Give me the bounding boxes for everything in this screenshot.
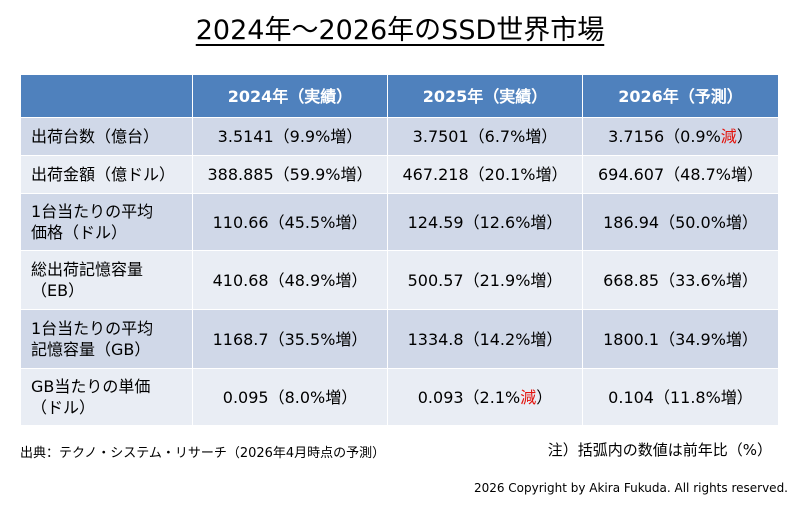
table-header-2024: 2024年（実績） [192,74,388,118]
table-cell: 1800.1（34.9%増） [582,309,779,369]
table-cell: 110.66（45.5%増） [192,193,388,251]
table-header-blank [20,74,193,118]
cell-text-tail: ） [736,127,753,146]
row-label: GB当たりの単価 （ドル） [20,368,193,426]
table-header-2025: 2025年（実績） [387,74,583,118]
row-label-line: 総出荷記憶容量 [31,260,144,279]
row-label: 1台当たりの平均 価格（ドル） [20,193,193,251]
table-cell: 388.885（59.9%増） [192,155,388,194]
page-title: 2024年～2026年のSSD世界市場 [0,14,800,48]
table-cell: 410.68（48.9%増） [192,250,388,310]
row-label-line: 1台当たりの平均 [31,202,154,221]
page-title-text: 2024年～2026年のSSD世界市場 [195,15,605,46]
table-cell: 124.59（12.6%増） [387,193,583,251]
table-cell: 668.85（33.6%増） [582,250,779,310]
row-label-line: GB当たりの単価 [31,377,151,396]
row-label-line: 出荷台数（億台） [31,127,160,146]
table-row-average-price: 1台当たりの平均 価格（ドル） 110.66（45.5%増） 124.59（12… [20,193,779,251]
table-row-average-capacity: 1台当たりの平均 記憶容量（GB） 1168.7（35.5%増） 1334.8（… [20,309,779,369]
row-label-line: 記憶容量（GB） [31,340,151,359]
row-label: 1台当たりの平均 記憶容量（GB） [20,309,193,369]
table-cell: 3.5141（9.9%増） [192,117,388,156]
table-cell: 3.7156（0.9%減） [582,117,779,156]
table-cell: 500.57（21.9%増） [387,250,583,310]
table-cell: 186.94（50.0%増） [582,193,779,251]
cell-text: 0.093（2.1% [417,387,521,407]
table-cell: 1168.7（35.5%増） [192,309,388,369]
cell-text: 3.7156（0.9% [608,127,721,146]
table-header-2026: 2026年（予測） [582,74,779,118]
row-label-line: 価格（ドル） [31,223,128,242]
table-row-shipment-value: 出荷金額（億ドル） 388.885（59.9%増） 467.218（20.1%増… [20,155,779,194]
row-label-line: 1台当たりの平均 [31,319,154,338]
table-row-price-per-gb: GB当たりの単価 （ドル） 0.095（8.0%増） 0.093（2.1%減） … [20,368,779,426]
decrease-marker: 減 [720,127,737,146]
row-label-line: （ドル） [31,398,96,417]
cell-text-tail: ） [536,387,553,407]
table-row-total-capacity: 総出荷記憶容量 （EB） 410.68（48.9%増） 500.57（21.9%… [20,250,779,310]
ssd-market-table: 2024年（実績） 2025年（実績） 2026年（予測） 出荷台数（億台） 3… [20,74,779,426]
footnote: 注）括弧内の数値は前年比（%） [547,441,772,459]
table-cell: 694.607（48.7%増） [582,155,779,194]
table-cell: 3.7501（6.7%増） [387,117,583,156]
source-note: 出典：テクノ・システム・リサーチ（2026年4月時点の予測） [20,446,386,461]
row-label: 出荷金額（億ドル） [20,155,193,194]
table-cell: 0.095（8.0%増） [192,368,388,426]
decrease-marker: 減 [520,387,537,407]
table-cell: 0.093（2.1%減） [387,368,583,426]
table-cell: 0.104（11.8%増） [582,368,779,426]
table-cell: 1334.8（14.2%増） [387,309,583,369]
row-label-line: 出荷金額（億ドル） [31,165,176,184]
table-cell: 467.218（20.1%増） [387,155,583,194]
row-label: 総出荷記憶容量 （EB） [20,250,193,310]
table-header-row: 2024年（実績） 2025年（実績） 2026年（予測） [20,74,779,118]
row-label-line: （EB） [31,281,85,300]
table-row-units-shipped: 出荷台数（億台） 3.5141（9.9%増） 3.7501（6.7%増） 3.7… [20,117,779,156]
copyright-notice: 2026 Copyright by Akira Fukuda. All righ… [473,481,788,495]
row-label: 出荷台数（億台） [20,117,193,156]
